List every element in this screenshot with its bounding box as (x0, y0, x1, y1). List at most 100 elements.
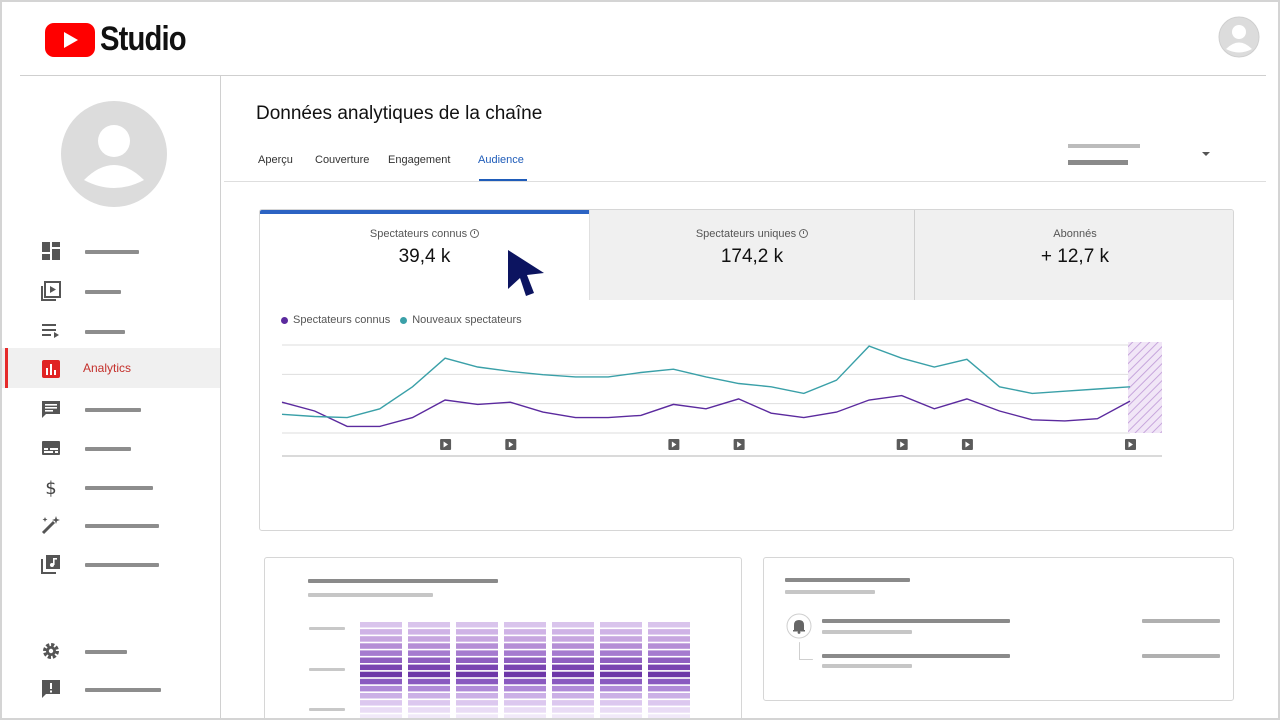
date-range-dropdown[interactable] (1062, 140, 1222, 170)
card-title-placeholder (785, 578, 910, 582)
sidebar-item-placeholder (85, 290, 121, 294)
heatmap-cell (504, 657, 546, 663)
heatmap-cell (408, 650, 450, 656)
heatmap-cell (408, 657, 450, 663)
top-header: Studio (2, 2, 1278, 75)
heatmap-cell (552, 636, 594, 642)
heatmap-cell (408, 629, 450, 635)
heatmap-cell (504, 685, 546, 692)
sidebar-item-analytics[interactable]: Analytics (2, 348, 220, 388)
row-value-placeholder (1142, 619, 1220, 623)
heatmap-cell (408, 643, 450, 649)
sidebar-item-feedback[interactable] (2, 668, 220, 708)
heatmap-cell (504, 714, 546, 718)
tab-engagement[interactable]: Engagement (388, 154, 451, 166)
heatmap-cell (552, 700, 594, 706)
metric-label: Spectateurs uniques (590, 228, 914, 240)
heatmap-cell (648, 685, 690, 692)
row-placeholder (822, 619, 1010, 623)
heatmap-cell (600, 650, 642, 656)
analytics-icon (42, 360, 60, 378)
dropdown-placeholder-line (1068, 144, 1140, 148)
metric-tab-unique-viewers[interactable]: Spectateurs uniques 174,2 k (589, 210, 914, 300)
sidebar-item-placeholder (85, 486, 153, 490)
dropdown-placeholder-line (1068, 160, 1128, 165)
feedback-icon (42, 680, 60, 698)
heatmap-cell (648, 629, 690, 635)
heatmap-cell (600, 636, 642, 642)
active-tab-indicator (479, 179, 527, 182)
header-divider (20, 75, 1266, 76)
content-icon (41, 281, 61, 301)
heatmap-cell (552, 707, 594, 713)
heatmap-cell (504, 650, 546, 656)
heatmap-cell (552, 629, 594, 635)
heatmap-cell (408, 636, 450, 642)
sidebar-item-label: Analytics (83, 361, 132, 375)
tab-couverture[interactable]: Couverture (315, 154, 370, 166)
legend-item-known[interactable]: Spectateurs connus (281, 314, 390, 326)
heatmap-cell (408, 693, 450, 699)
metric-tab-known-viewers[interactable]: Spectateurs connus 39,4 k (260, 210, 589, 300)
heatmap-cell (456, 643, 498, 649)
series-line-2 (281, 345, 1131, 419)
heatmap-cell (504, 643, 546, 649)
heatmap-cell (600, 714, 642, 718)
sidebar-item-monetization[interactable]: $ (2, 466, 220, 506)
sidebar-item-comments[interactable] (2, 388, 220, 428)
legend-label: Nouveaux spectateurs (412, 314, 522, 326)
sidebar-item-dashboard[interactable] (2, 230, 220, 270)
legend-item-new[interactable]: Nouveaux spectateurs (400, 314, 522, 326)
sidebar-item-placeholder (85, 330, 125, 334)
tab-apercu[interactable]: Aperçu (258, 154, 293, 166)
heatmap-cell (360, 636, 402, 642)
card-subtitle-placeholder (308, 593, 433, 597)
heatmap-cell (504, 671, 546, 678)
monetization-icon: $ (45, 478, 56, 498)
heatmap-cell (600, 707, 642, 713)
comments-icon (42, 401, 60, 418)
heatmap-cell (552, 678, 594, 685)
heatmap-cell (552, 657, 594, 663)
heatmap-cell (600, 671, 642, 678)
clock-icon (799, 229, 809, 238)
heatmap-cell (648, 622, 690, 628)
tab-audience[interactable]: Audience (478, 154, 524, 166)
heatmap-cell (600, 629, 642, 635)
tree-connector (799, 659, 813, 660)
heatmap-cell (360, 657, 402, 663)
heatmap-cell (456, 622, 498, 628)
studio-logo[interactable]: Studio (45, 20, 200, 59)
sidebar-item-audio-library[interactable] (2, 543, 220, 583)
svg-text:$: $ (45, 478, 56, 498)
metric-label: Spectateurs connus (260, 228, 589, 240)
sidebar-item-subtitles[interactable] (2, 427, 220, 467)
axis-label-placeholder (309, 708, 345, 711)
logo-text: Studio (100, 20, 187, 58)
active-indicator (5, 348, 8, 388)
account-avatar-icon[interactable] (1218, 16, 1260, 58)
heatmap-cell (648, 664, 690, 671)
settings-icon (43, 643, 59, 659)
heatmap-cell (360, 707, 402, 713)
heatmap-cell (648, 643, 690, 649)
sidebar-item-customization[interactable] (2, 504, 220, 544)
heatmap-cell (552, 664, 594, 671)
heatmap-cell (648, 714, 690, 718)
sidebar-item-settings[interactable] (2, 630, 220, 670)
metric-label-text: Spectateurs uniques (695, 228, 797, 240)
heatmap-cell (552, 650, 594, 656)
heatmap-cell (504, 629, 546, 635)
heatmap-chart (360, 622, 690, 718)
partial-data-region (1128, 342, 1162, 433)
axis-label-placeholder (309, 668, 345, 671)
channel-avatar[interactable] (60, 100, 168, 208)
sidebar-item-content[interactable] (2, 270, 220, 310)
legend-swatch (281, 316, 288, 324)
metric-tab-subscribers[interactable]: Abonnés + 12,7 k (914, 210, 1233, 300)
heatmap-cell (552, 714, 594, 718)
mouse-cursor-icon (508, 250, 544, 296)
heatmap-cell (648, 657, 690, 663)
sidebar-item-playlists[interactable] (2, 310, 220, 350)
